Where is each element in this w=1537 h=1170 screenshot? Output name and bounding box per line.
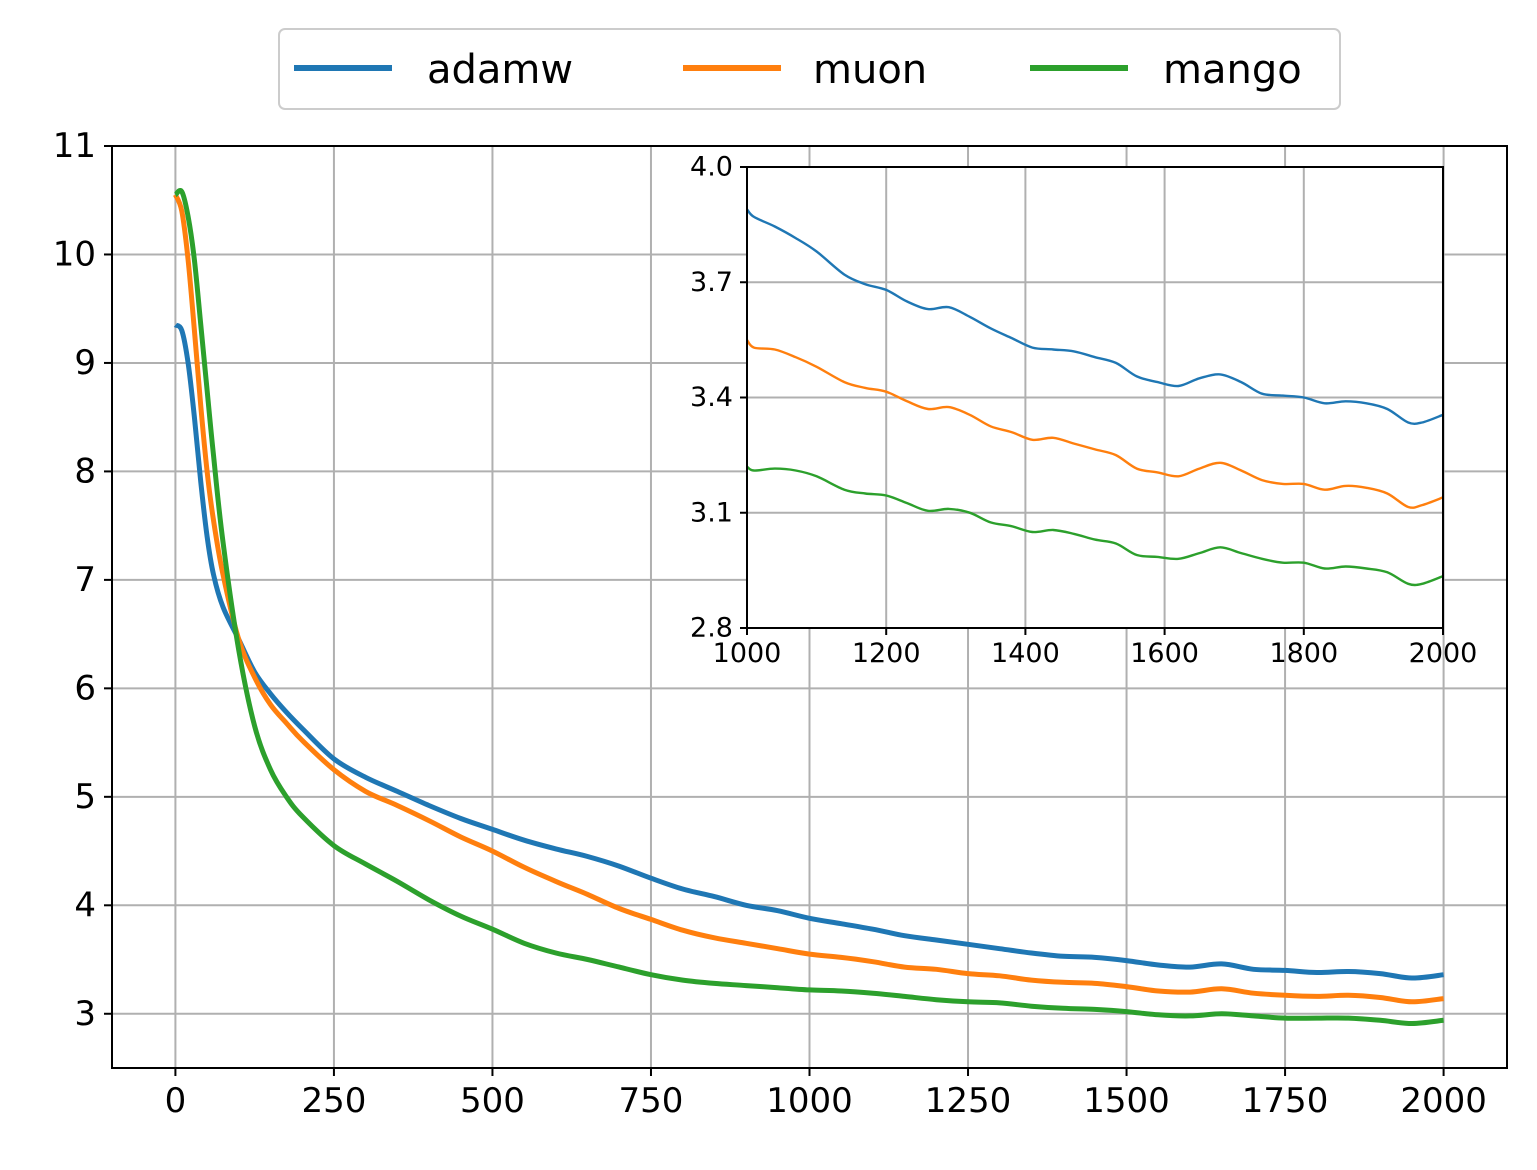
main-x-ticks: 0 250 500 750 1000 1250 1500 1750 2000 xyxy=(165,1068,1487,1121)
main-x-tick-label: 1500 xyxy=(1083,1081,1170,1121)
main-y-ticks: 3 4 5 6 7 8 9 10 11 xyxy=(53,126,112,1034)
inset-y-ticks: 2.8 3.1 3.4 3.7 4.0 xyxy=(690,152,747,644)
inset-y-tick-label: 3.7 xyxy=(690,267,733,298)
main-x-tick-label: 250 xyxy=(301,1081,366,1121)
main-x-tick-label: 2000 xyxy=(1400,1081,1487,1121)
main-x-tick-label: 500 xyxy=(460,1081,525,1121)
inset-x-tick-label: 1800 xyxy=(1269,638,1338,669)
main-x-tick-label: 1750 xyxy=(1242,1081,1329,1121)
inset-y-tick-label: 2.8 xyxy=(690,613,733,644)
inset-series-mango xyxy=(747,465,1443,587)
inset-x-tick-label: 1400 xyxy=(991,638,1060,669)
main-y-tick-label: 5 xyxy=(74,777,96,817)
inset-series xyxy=(747,208,1443,587)
inset-x-tick-label: 1600 xyxy=(1130,638,1199,669)
inset-x-tick-label: 1200 xyxy=(852,638,921,669)
inset-series-muon xyxy=(747,339,1443,509)
inset-x-tick-label: 2000 xyxy=(1409,638,1478,669)
main-y-tick-label: 4 xyxy=(74,885,96,925)
legend-frame xyxy=(278,28,1341,110)
main-y-tick-label: 3 xyxy=(74,994,96,1034)
main-x-tick-label: 1000 xyxy=(766,1081,853,1121)
inset-y-tick-label: 4.0 xyxy=(690,152,733,183)
inset-x-tick-label: 1000 xyxy=(713,638,782,669)
main-y-tick-label: 11 xyxy=(53,126,96,166)
main-x-tick-label: 1250 xyxy=(925,1081,1012,1121)
main-x-tick-label: 0 xyxy=(165,1081,187,1121)
inset-y-tick-label: 3.1 xyxy=(690,497,733,528)
legend-label-adamw: adamw xyxy=(427,47,573,93)
main-series-mango xyxy=(173,188,1444,1026)
main-y-tick-label: 9 xyxy=(74,343,96,383)
main-x-tick-label: 750 xyxy=(619,1081,684,1121)
inset-y-tick-label: 3.4 xyxy=(690,382,733,413)
inset-plot: 1000 1200 1400 1600 1800 2000 2.8 3.1 3.4 3.7 4.0 xyxy=(690,152,1477,670)
main-y-tick-label: 10 xyxy=(53,234,96,274)
main-y-tick-label: 7 xyxy=(74,560,96,600)
main-y-tick-label: 8 xyxy=(74,451,96,491)
main-y-tick-label: 6 xyxy=(74,668,96,708)
legend: adamw muon mango xyxy=(278,28,1341,110)
inset-series-adamw xyxy=(747,208,1443,426)
legend-label-mango: mango xyxy=(1163,47,1302,93)
inset-x-ticks: 1000 1200 1400 1600 1800 2000 xyxy=(713,628,1478,669)
legend-label-muon: muon xyxy=(813,47,927,93)
main-series xyxy=(173,188,1444,1026)
